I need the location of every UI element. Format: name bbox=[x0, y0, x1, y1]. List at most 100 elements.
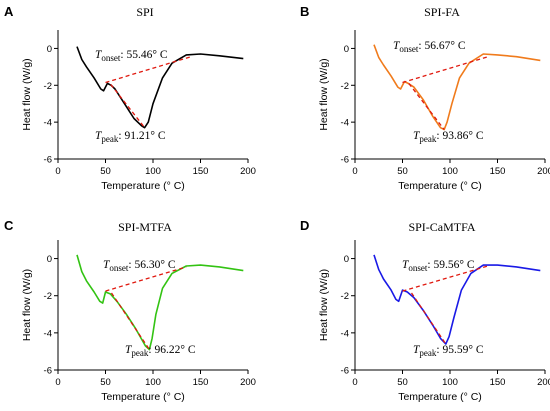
x-axis-label: Temperature (° C) bbox=[398, 180, 482, 192]
panel-letter: A bbox=[4, 4, 14, 19]
chart-title: SPI-FA bbox=[424, 5, 460, 19]
peak-subscript: peak bbox=[419, 348, 436, 358]
onset-separator: : bbox=[128, 259, 134, 271]
x-axis-label: Temperature (° C) bbox=[101, 391, 185, 403]
y-tick-label: -6 bbox=[341, 155, 349, 166]
onset-separator: : bbox=[418, 40, 424, 52]
onset-symbol: T bbox=[402, 259, 410, 271]
y-tick-label: 0 bbox=[344, 254, 349, 265]
y-tick-label: -4 bbox=[341, 118, 349, 129]
x-tick-label: 150 bbox=[490, 166, 506, 177]
onset-annotation: Tonset: 55.46° C bbox=[95, 49, 168, 63]
y-tick-label: -6 bbox=[341, 366, 349, 377]
panel-letter: B bbox=[300, 4, 309, 19]
peak-value: 96.22° C bbox=[154, 344, 195, 356]
peak-tangent-dashed bbox=[408, 83, 445, 130]
onset-subscript: onset bbox=[408, 263, 427, 273]
peak-separator: : bbox=[436, 344, 442, 356]
onset-separator: : bbox=[120, 49, 126, 61]
peak-subscript: peak bbox=[131, 348, 148, 358]
chart-title: SPI-MTFA bbox=[118, 220, 172, 234]
y-tick-label: -2 bbox=[44, 291, 52, 302]
chart-title: SPI bbox=[136, 5, 153, 19]
peak-symbol: T bbox=[413, 130, 421, 142]
onset-value: 55.46° C bbox=[126, 49, 167, 61]
panel-letter: C bbox=[4, 218, 14, 233]
onset-baseline-dashed bbox=[402, 265, 489, 292]
peak-separator: : bbox=[148, 344, 154, 356]
x-tick-label: 50 bbox=[100, 166, 111, 177]
peak-separator: : bbox=[436, 130, 442, 142]
onset-baseline-dashed bbox=[402, 56, 489, 84]
y-tick-label: -6 bbox=[44, 155, 52, 166]
x-tick-label: 100 bbox=[442, 377, 458, 388]
onset-value: 56.30° C bbox=[134, 259, 175, 271]
x-tick-label: 200 bbox=[537, 166, 550, 177]
peak-annotation: Tpeak: 93.86° C bbox=[413, 130, 484, 144]
peak-subscript: peak bbox=[419, 134, 436, 144]
onset-subscript: onset bbox=[101, 53, 120, 63]
chart-title: SPI-CaMTFA bbox=[408, 220, 475, 234]
x-tick-label: 0 bbox=[352, 166, 357, 177]
x-tick-label: 200 bbox=[240, 377, 256, 388]
x-tick-label: 150 bbox=[193, 166, 209, 177]
y-axis-label: Heat flow (W/g) bbox=[318, 269, 330, 341]
x-tick-label: 50 bbox=[397, 166, 408, 177]
x-tick-label: 100 bbox=[145, 166, 161, 177]
x-tick-label: 0 bbox=[55, 166, 60, 177]
peak-separator: : bbox=[118, 130, 124, 142]
peak-value: 93.86° C bbox=[442, 130, 483, 142]
onset-value: 56.67° C bbox=[424, 40, 465, 52]
dsc-curve bbox=[373, 44, 541, 131]
onset-value: 59.56° C bbox=[433, 259, 474, 271]
y-axis-label: Heat flow (W/g) bbox=[318, 58, 330, 130]
peak-annotation: Tpeak: 96.22° C bbox=[125, 344, 196, 358]
peak-symbol: T bbox=[95, 130, 103, 142]
onset-subscript: onset bbox=[109, 263, 128, 273]
y-tick-label: 0 bbox=[344, 44, 349, 55]
y-tick-label: -4 bbox=[44, 328, 52, 339]
onset-annotation: Tonset: 56.30° C bbox=[103, 259, 176, 273]
onset-symbol: T bbox=[103, 259, 111, 271]
x-tick-label: 0 bbox=[352, 377, 357, 388]
onset-symbol: T bbox=[393, 40, 401, 52]
x-tick-label: 200 bbox=[537, 377, 550, 388]
y-tick-label: -4 bbox=[341, 328, 349, 339]
x-axis-label: Temperature (° C) bbox=[101, 180, 185, 192]
peak-tangent-dashed bbox=[410, 292, 447, 345]
y-tick-label: 0 bbox=[47, 254, 52, 265]
y-axis-label: Heat flow (W/g) bbox=[21, 58, 33, 130]
peak-value: 95.59° C bbox=[442, 344, 483, 356]
onset-baseline-dashed bbox=[105, 56, 192, 84]
peak-subscript: peak bbox=[101, 134, 118, 144]
onset-separator: : bbox=[427, 259, 433, 271]
y-tick-label: -6 bbox=[44, 366, 52, 377]
x-tick-label: 200 bbox=[240, 166, 256, 177]
peak-tangent-dashed bbox=[110, 292, 150, 350]
x-axis-label: Temperature (° C) bbox=[398, 391, 482, 403]
x-tick-label: 50 bbox=[397, 377, 408, 388]
dsc-curve bbox=[76, 46, 244, 129]
y-tick-label: -2 bbox=[341, 291, 349, 302]
onset-symbol: T bbox=[95, 49, 103, 61]
chart-panel-d: DSPI-CaMTFA0-2-4-6050100150200Temperatur… bbox=[300, 218, 550, 403]
peak-annotation: Tpeak: 95.59° C bbox=[413, 344, 484, 358]
peak-symbol: T bbox=[413, 344, 421, 356]
x-tick-label: 150 bbox=[490, 377, 506, 388]
onset-baseline-dashed bbox=[105, 266, 187, 292]
panel-letter: D bbox=[300, 218, 309, 233]
x-tick-label: 100 bbox=[442, 166, 458, 177]
y-tick-label: -2 bbox=[44, 81, 52, 92]
y-tick-label: 0 bbox=[47, 44, 52, 55]
peak-value: 91.21° C bbox=[124, 130, 165, 142]
y-tick-label: -4 bbox=[44, 118, 52, 129]
peak-tangent-dashed bbox=[110, 83, 146, 129]
onset-annotation: Tonset: 59.56° C bbox=[402, 259, 475, 273]
onset-subscript: onset bbox=[399, 44, 418, 54]
x-tick-label: 100 bbox=[145, 377, 161, 388]
x-tick-label: 50 bbox=[100, 377, 111, 388]
